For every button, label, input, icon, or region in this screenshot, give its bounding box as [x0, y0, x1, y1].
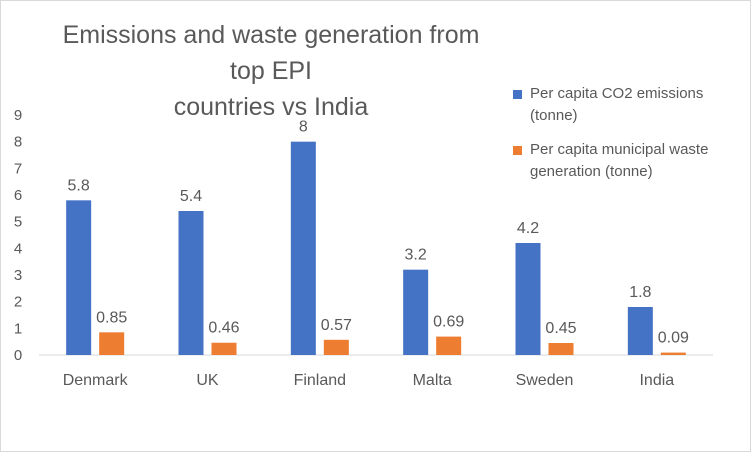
bar-waste [99, 332, 125, 355]
y-tick-label: 4 [14, 240, 22, 257]
data-label-co2: 5.4 [180, 188, 202, 205]
y-tick-label: 6 [14, 187, 22, 204]
legend-swatch-co2 [513, 90, 522, 99]
bar-co2 [627, 307, 653, 355]
data-label-co2: 1.8 [629, 284, 651, 301]
x-tick-label: UK [196, 372, 219, 389]
bar-co2 [403, 269, 429, 355]
bar-co2 [66, 200, 92, 355]
bar-waste [548, 343, 574, 355]
y-tick-label: 8 [14, 134, 22, 151]
y-tick-label: 0 [14, 347, 22, 364]
chart-title: Emissions and waste generation from top … [61, 17, 481, 125]
data-label-co2: 8 [299, 119, 308, 136]
data-label-waste: 0.09 [658, 330, 689, 347]
x-tick-label: Sweden [516, 372, 574, 389]
x-tick-label: India [639, 372, 674, 389]
bar-waste [211, 342, 237, 355]
y-tick-label: 9 [14, 107, 22, 124]
bar-co2 [290, 141, 316, 355]
legend-label-co2-line-2: (tonne) [530, 107, 578, 124]
data-label-waste: 0.85 [96, 309, 127, 326]
data-label-waste: 0.57 [321, 317, 352, 334]
bar-waste [660, 352, 686, 355]
legend-swatch-waste [513, 146, 522, 155]
bar-waste [323, 339, 349, 355]
data-label-co2: 5.8 [68, 177, 90, 194]
bar-co2 [178, 211, 204, 355]
y-tick-label: 2 [14, 294, 22, 311]
y-tick-label: 3 [14, 267, 22, 284]
bar-waste [436, 336, 462, 355]
data-label-waste: 0.69 [433, 314, 464, 331]
chart-title-line-1: Emissions and waste generation from top … [62, 21, 480, 85]
legend-item-waste: Per capita municipal waste generation (t… [513, 139, 749, 183]
legend-label-co2-line-1: Per capita CO2 emissions [530, 85, 704, 102]
x-tick-label: Denmark [63, 372, 129, 389]
chart-title-line-2: countries vs India [173, 93, 369, 121]
y-tick-label: 1 [14, 320, 22, 337]
bar-co2 [515, 243, 541, 355]
y-tick-label: 5 [14, 214, 22, 231]
data-label-waste: 0.46 [208, 320, 239, 337]
chart-legend: Per capita CO2 emissions (tonne) Per cap… [513, 83, 749, 195]
x-tick-label: Finland [294, 372, 346, 389]
y-tick-label: 7 [14, 160, 22, 177]
legend-label-waste-line-1: Per capita municipal waste [530, 141, 709, 158]
legend-item-co2: Per capita CO2 emissions (tonne) [513, 83, 749, 127]
data-label-co2: 3.2 [405, 247, 427, 264]
legend-label-waste-line-2: generation (tonne) [530, 163, 653, 180]
data-label-waste: 0.45 [545, 320, 576, 337]
x-tick-label: Malta [413, 372, 452, 389]
data-label-co2: 4.2 [517, 220, 539, 237]
